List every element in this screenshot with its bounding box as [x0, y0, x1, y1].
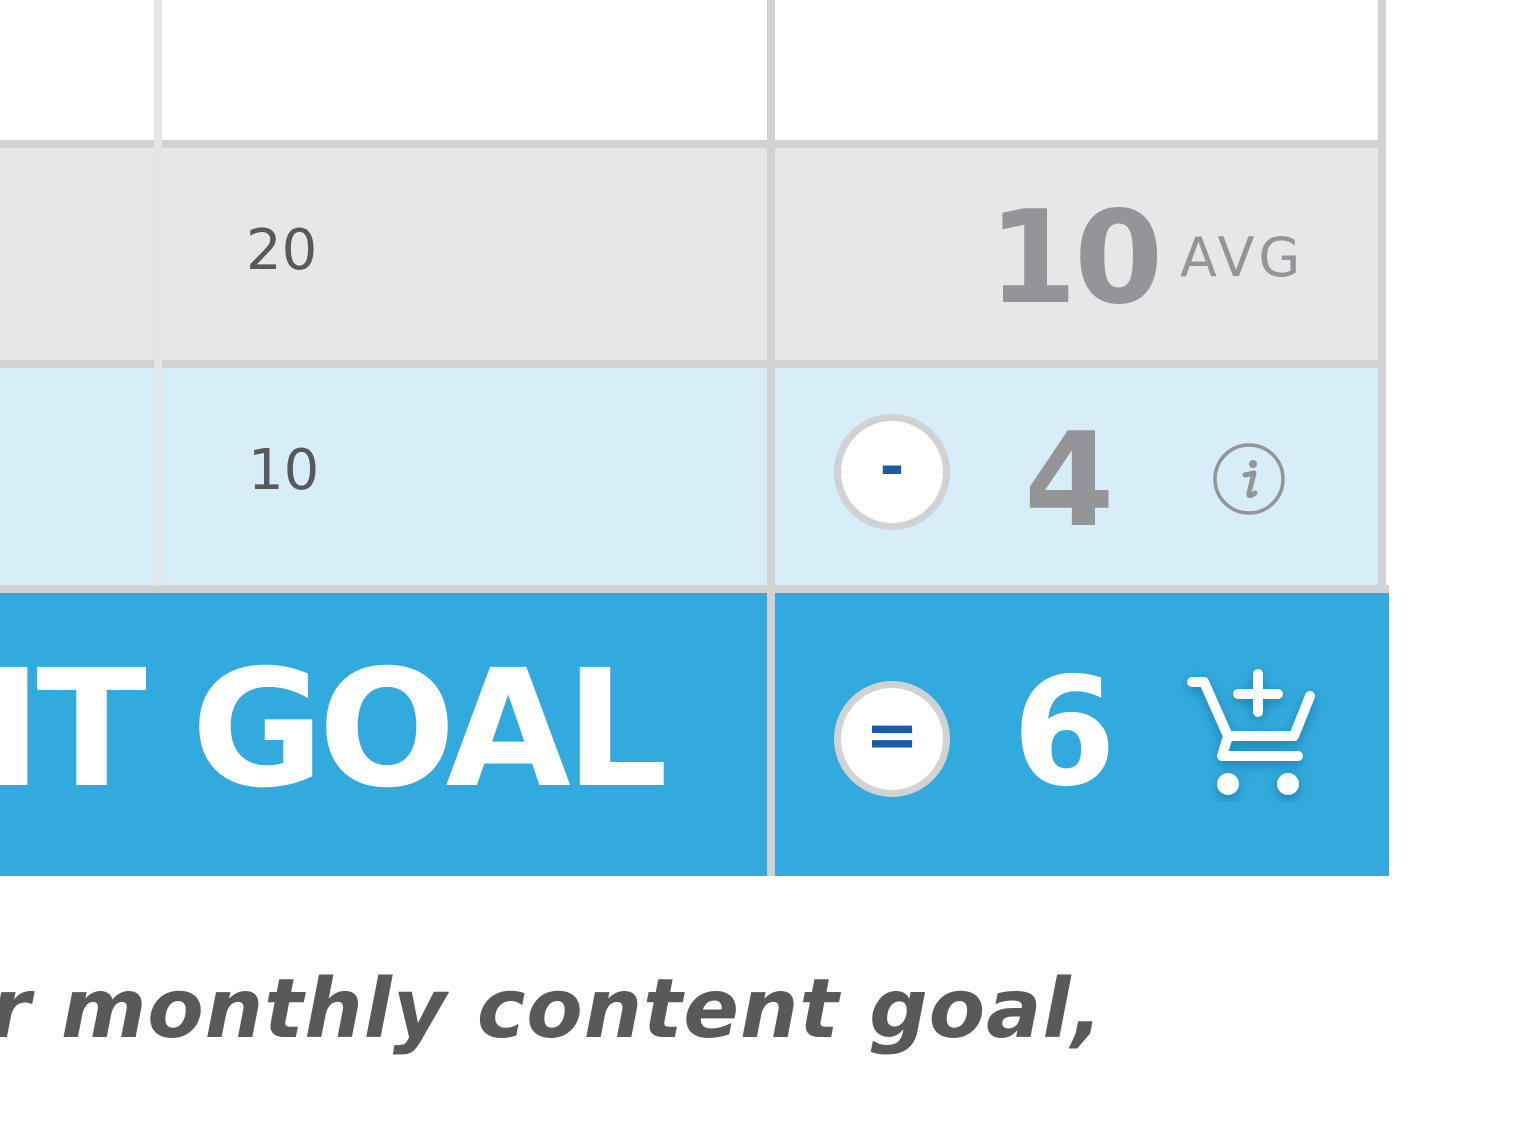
info-icon[interactable]: [1212, 442, 1286, 516]
add-to-cart-icon[interactable]: [1182, 664, 1322, 804]
grid-line: [1378, 0, 1386, 590]
goal-label: IT GOAL: [0, 636, 668, 824]
table-row-top: [0, 0, 1386, 141]
equals-operator-button[interactable]: =: [834, 681, 950, 797]
average-result-value: 10: [988, 184, 1163, 333]
grid-line: [0, 360, 1386, 368]
grid-line: [154, 0, 162, 586]
average-row-value: 20: [246, 218, 318, 283]
minus-operator-button[interactable]: -: [834, 414, 950, 530]
average-unit-label: AVG: [1180, 226, 1305, 289]
grid-line: [767, 0, 775, 876]
grid-line: [0, 140, 1386, 148]
table-row-subtract: [0, 368, 1386, 586]
equals-operator-label: =: [865, 699, 919, 773]
minus-operator-label: -: [879, 432, 905, 502]
table-row-goal: [0, 593, 1389, 876]
table-row-average: [0, 148, 1386, 360]
caption-text: r monthly content goal,: [0, 962, 1104, 1057]
grid-line: [0, 585, 1389, 593]
subtract-row-value: 10: [248, 438, 320, 503]
subtract-result-value: 4: [1024, 404, 1114, 556]
goal-result-value: 6: [1012, 646, 1117, 820]
